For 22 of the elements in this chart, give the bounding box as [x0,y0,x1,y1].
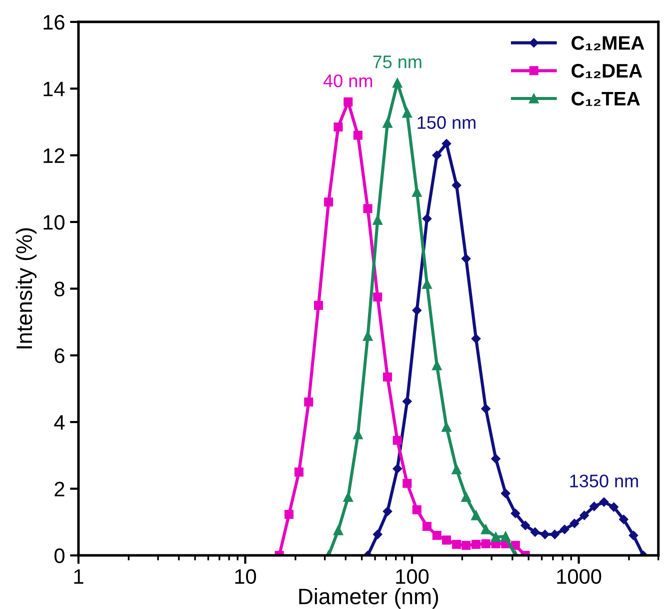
annotation: 75 nm [373,56,422,68]
y-tick-label: 0 [54,548,64,564]
y-tick-label: 6 [54,348,64,364]
x-tick-label: 1 [74,569,84,584]
x-tick-label: 10 [235,569,256,584]
annotation: 150 nm [418,116,476,129]
y-tick-label: 2 [54,482,64,496]
x-axis-title: Diameter (nm) [299,588,438,609]
y-tick-label: 12 [44,148,64,163]
annotation: 40 nm [323,74,372,88]
y-tick-label: 16 [44,14,64,30]
y-axis-title: Intensity (%) [16,228,37,348]
y-tick-label: 10 [44,214,64,230]
x-tick-label: 100 [396,569,429,584]
annotation: 1350 nm [570,474,638,488]
legend-label: C₁₂DEA [572,64,642,78]
legend-label: C₁₂TEA [572,92,640,106]
y-tick-label: 14 [44,82,65,96]
x-tick-label: 1000 [557,569,602,584]
y-tick-label: 4 [54,415,65,430]
legend-label: C₁₂MEA [572,36,644,50]
y-tick-label: 8 [54,282,64,296]
